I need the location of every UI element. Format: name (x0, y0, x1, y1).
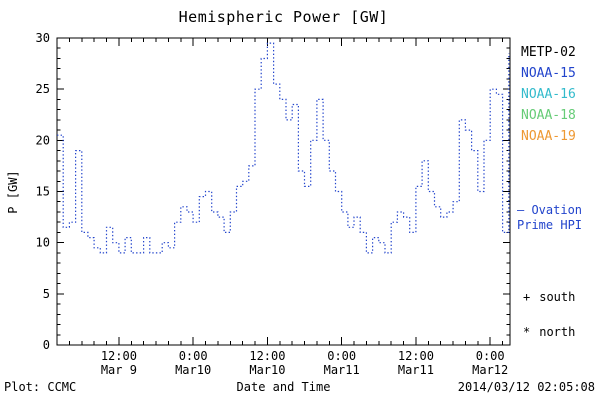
svg-text:15: 15 (36, 185, 50, 199)
plot-title: Hemispheric Power [GW] (178, 8, 389, 26)
svg-text:5: 5 (43, 287, 50, 301)
legend-item-metp-02: METP-02 (521, 45, 576, 60)
legend-item-noaa-19: NOAA-19 (521, 129, 576, 144)
legend-item-noaa-18: NOAA-18 (521, 108, 576, 123)
x-tick-date: Mar11 (398, 363, 434, 377)
x-tick-date: Mar12 (472, 363, 508, 377)
x-tick-time: 0:00 (327, 349, 356, 363)
x-tick-date: Mar10 (249, 363, 285, 377)
data-series-ovation-hpi (57, 42, 510, 254)
x-tick-time: 12:00 (101, 349, 137, 363)
asterisk-marker-icon: * (523, 325, 531, 339)
x-tick-date: Mar 9 (101, 363, 137, 377)
svg-text:20: 20 (36, 133, 50, 147)
legend-ovation-line2: Prime HPI (517, 218, 583, 232)
x-axis-label: Date and Time (236, 380, 331, 394)
legend-marker-south-label: south (539, 290, 576, 304)
svg-text:0: 0 (43, 338, 50, 352)
legend-ovation-line1: — Ovation (517, 203, 583, 217)
x-tick-time: 12:00 (398, 349, 434, 363)
x-tick-date: Mar11 (324, 363, 360, 377)
legend-ovation-prime-hpi: — Ovation Prime HPI (517, 203, 582, 233)
legend-marker-north: * north (523, 325, 575, 339)
legend-satellites: METP-02 NOAA-15 NOAA-16 NOAA-18 NOAA-19 (521, 42, 576, 147)
x-tick-time: 0:00 (476, 349, 505, 363)
plot-box (56, 37, 511, 346)
legend-item-noaa-16: NOAA-16 (521, 87, 576, 102)
legend-item-noaa-15: NOAA-15 (521, 66, 576, 81)
plot-timestamp: 2014/03/12 02:05:08 (457, 380, 595, 394)
svg-text:25: 25 (36, 82, 50, 96)
legend-marker-south: + south (523, 290, 575, 304)
svg-text:30: 30 (36, 31, 50, 45)
plus-marker-icon: + (523, 290, 531, 304)
x-tick-time: 0:00 (179, 349, 208, 363)
y-axis: 0 5 10 15 20 25 30 (36, 31, 510, 352)
y-axis-label: P [GW] (6, 170, 20, 214)
legend-marker-north-label: north (539, 325, 576, 339)
x-tick-date: Mar10 (175, 363, 211, 377)
svg-text:10: 10 (36, 236, 50, 250)
plot-credit: Plot: CCMC (4, 380, 77, 394)
x-tick-time: 12:00 (249, 349, 285, 363)
